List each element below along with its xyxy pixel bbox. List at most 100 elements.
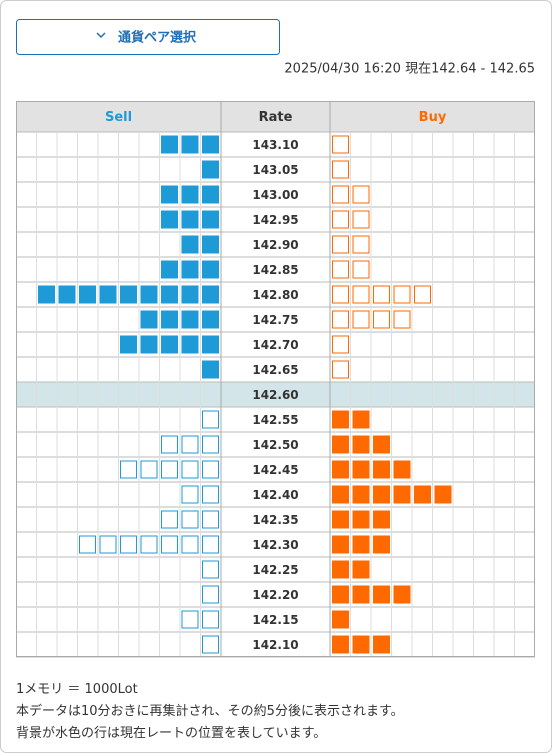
rate: 142.40 xyxy=(252,488,298,502)
sell-box xyxy=(99,285,117,304)
buy-box xyxy=(332,560,349,579)
sell-box xyxy=(38,285,55,304)
rate: 142.60 xyxy=(252,388,298,402)
sell-box xyxy=(140,285,158,304)
sell-box xyxy=(161,435,178,454)
buy-box xyxy=(352,260,370,279)
buy-box xyxy=(332,210,349,229)
buy-box xyxy=(352,185,370,204)
buy-box xyxy=(373,510,390,529)
sell-box xyxy=(120,285,137,304)
sell-box xyxy=(140,335,158,354)
sell-box xyxy=(181,210,199,229)
buy-box xyxy=(373,435,390,454)
buy-box xyxy=(373,310,390,329)
sell-box xyxy=(79,535,96,554)
sell-box xyxy=(161,535,178,554)
sell-box xyxy=(181,310,199,329)
buy-box xyxy=(352,535,370,554)
sell-box xyxy=(181,435,199,454)
sell-box xyxy=(202,510,219,529)
buy-box xyxy=(352,435,370,454)
rate: 143.10 xyxy=(252,138,298,152)
rate: 142.65 xyxy=(252,363,298,377)
sell-box xyxy=(202,285,219,304)
sell-box xyxy=(140,535,158,554)
sell-box xyxy=(202,310,219,329)
sell-box xyxy=(79,285,96,304)
rate: 143.05 xyxy=(252,163,298,177)
timestamp: 2025/04/30 16:20 現在142.64 - 142.65 xyxy=(284,62,535,77)
sell-box xyxy=(202,610,219,629)
sell-box xyxy=(202,360,219,379)
sell-box xyxy=(120,535,137,554)
sell-box xyxy=(202,210,219,229)
sell-box xyxy=(202,135,219,154)
table-border xyxy=(16,101,535,657)
sell-box xyxy=(181,510,199,529)
rate: 142.70 xyxy=(252,338,298,352)
button-box[interactable] xyxy=(16,19,280,55)
rate: 142.15 xyxy=(252,613,298,627)
chevron[interactable] xyxy=(96,32,106,39)
sell-box xyxy=(181,485,199,504)
sell-box xyxy=(181,185,199,204)
buy-box xyxy=(332,285,349,304)
sell-box xyxy=(202,560,219,579)
button-label[interactable]: 通貨ペア選択 xyxy=(118,30,197,46)
buy-box xyxy=(373,535,390,554)
rate: 142.55 xyxy=(252,413,298,427)
rate: 142.20 xyxy=(252,588,298,602)
buy-box xyxy=(393,285,411,304)
sell-box xyxy=(161,310,178,329)
sell-box xyxy=(181,460,199,479)
rate: 142.75 xyxy=(252,313,298,327)
rate: 142.25 xyxy=(252,563,298,577)
sell-box xyxy=(181,335,199,354)
sell-box xyxy=(99,535,117,554)
header: Rate xyxy=(259,110,293,125)
sell-box xyxy=(140,460,158,479)
sell-box xyxy=(120,460,137,479)
rate: 142.45 xyxy=(252,463,298,477)
sell-box xyxy=(140,310,158,329)
buy-box xyxy=(332,460,349,479)
buy-box xyxy=(373,285,390,304)
buy-box xyxy=(414,285,431,304)
sell-box xyxy=(181,135,199,154)
sell-box xyxy=(58,285,76,304)
sell-box xyxy=(202,260,219,279)
rate: 142.85 xyxy=(252,263,298,277)
buy-box xyxy=(332,360,349,379)
buy-box xyxy=(393,460,411,479)
sell-box xyxy=(161,185,178,204)
rate: 142.10 xyxy=(252,638,298,652)
buy-box xyxy=(332,635,349,654)
buy-box xyxy=(332,485,349,504)
buy-box xyxy=(352,235,370,254)
buy-box xyxy=(332,585,349,604)
sell-box xyxy=(202,335,219,354)
sell-box xyxy=(161,460,178,479)
buy-box xyxy=(373,635,390,654)
sell-box xyxy=(202,185,219,204)
rate: 142.90 xyxy=(252,238,298,252)
sell-box xyxy=(202,485,219,504)
rate: 142.50 xyxy=(252,438,298,452)
sell-box xyxy=(202,635,219,654)
sell-box xyxy=(161,260,178,279)
buy-box xyxy=(352,510,370,529)
sell-box xyxy=(181,235,199,254)
buy-box xyxy=(414,485,431,504)
sell-box xyxy=(181,610,199,629)
rate: 142.30 xyxy=(252,538,298,552)
header: Buy xyxy=(419,110,447,125)
sell-box xyxy=(202,585,219,604)
buy-box xyxy=(332,510,349,529)
sell-box xyxy=(181,285,199,304)
pair-button[interactable]: 通貨ペア選択 xyxy=(16,19,280,55)
buy-box xyxy=(332,310,349,329)
sell-box xyxy=(202,235,219,254)
buy-box xyxy=(332,160,349,179)
